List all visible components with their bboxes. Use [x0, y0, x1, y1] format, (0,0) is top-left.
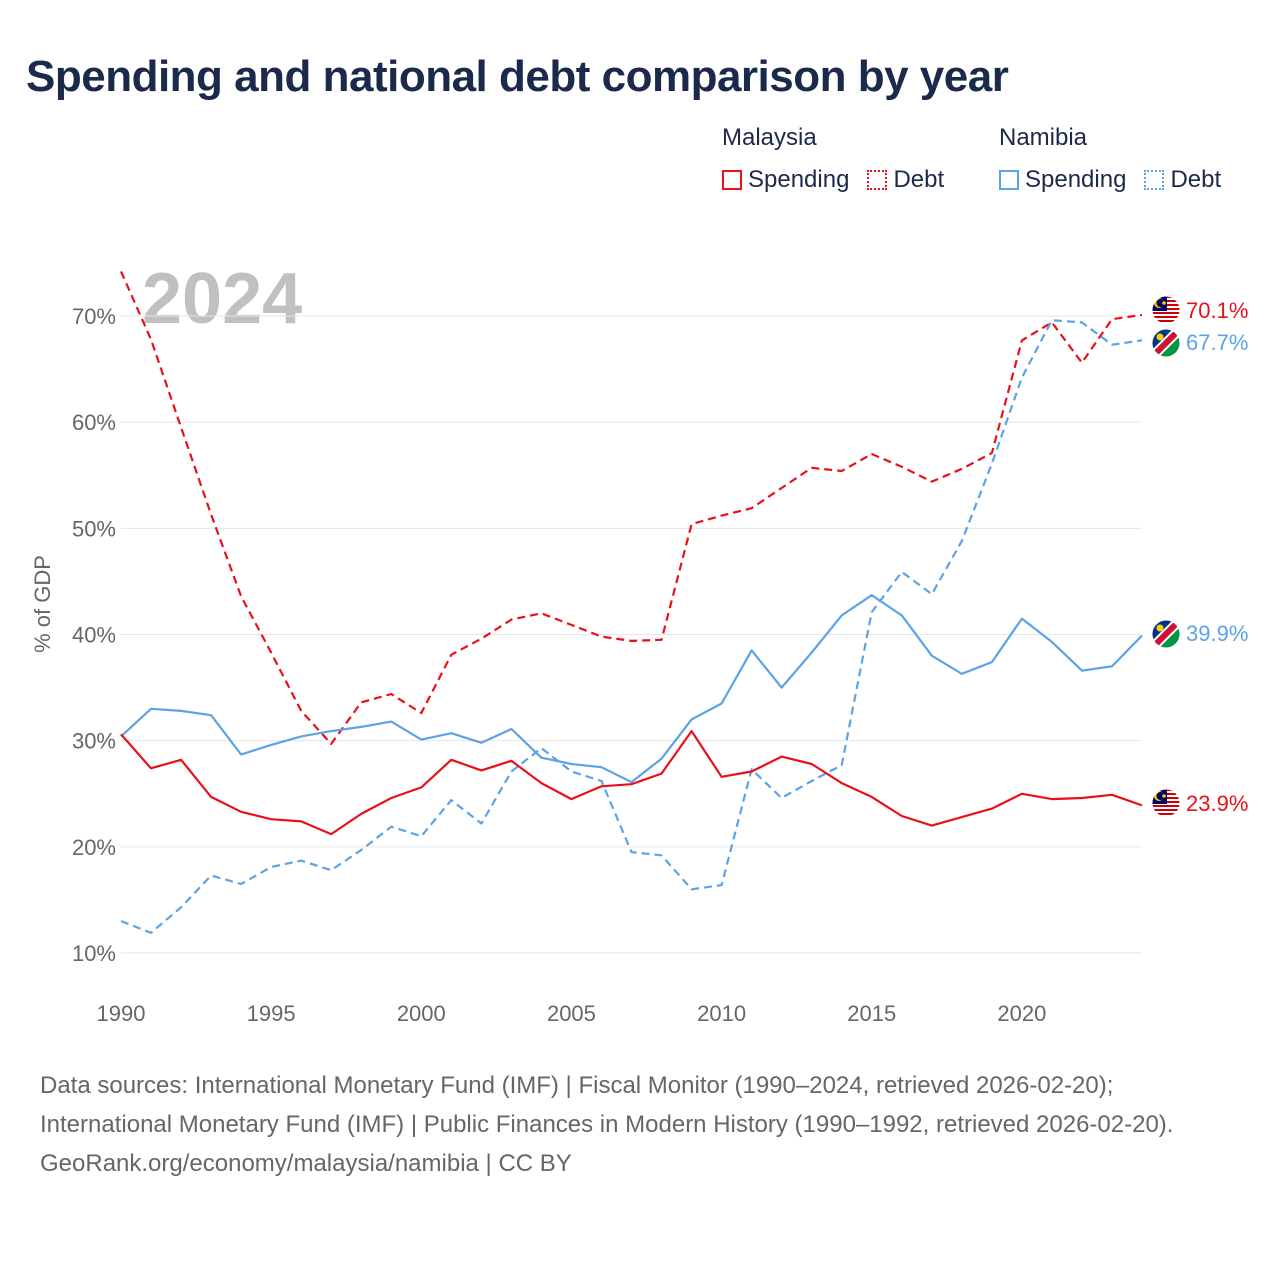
page-title: Spending and national debt comparison by…: [26, 52, 1009, 101]
legend-label: Spending: [748, 166, 850, 193]
x-tick-label: 2000: [397, 1001, 446, 1026]
x-tick-label: 2020: [997, 1001, 1046, 1026]
end-value-label: 23.9%: [1186, 791, 1248, 816]
y-tick-label: 70%: [72, 304, 116, 329]
legend-item-malaysia-spending[interactable]: Spending: [722, 166, 849, 194]
legend-item-namibia-debt[interactable]: Debt: [1144, 166, 1221, 194]
legend-group-namibia: Namibia Spending Debt: [999, 124, 1239, 194]
legend-label: Spending: [1025, 166, 1127, 193]
y-tick-label: 20%: [72, 835, 116, 860]
credit-link[interactable]: GeoRank.org/economy/malaysia/namibia | C…: [40, 1150, 572, 1177]
legend-country-namibia: Namibia: [999, 124, 1088, 151]
series-line-malaysia-debt[interactable]: [119, 270, 1143, 746]
line-chart: 2024 % of GDP 10% 20% 30% 40% 50% 60% 70% 1990 1…: [30, 259, 1248, 1026]
legend-country-malaysia: Malaysia: [722, 124, 817, 151]
solid-line-swatch-icon: [722, 170, 742, 190]
data-sources: Data sources: International Monetary Fun…: [40, 1072, 1174, 1138]
y-tick-label: 60%: [72, 410, 116, 435]
dashed-line-swatch-icon: [867, 170, 888, 190]
legend-label: Debt: [1170, 166, 1222, 193]
legend-label: Debt: [893, 166, 945, 193]
namibia-flag-icon: [1152, 620, 1180, 648]
footer: Data sources: International Monetary Fun…: [40, 1066, 1240, 1183]
legend-group-malaysia: Malaysia Spending Debt: [722, 124, 962, 194]
series-line-namibia-spending[interactable]: [120, 594, 1143, 784]
dashed-line-swatch-icon: [1144, 170, 1165, 190]
y-tick-label: 30%: [72, 729, 116, 754]
series-line-namibia-debt[interactable]: [120, 319, 1143, 934]
legend-item-namibia-spending[interactable]: Spending: [999, 166, 1126, 194]
x-tick-label: 2015: [847, 1001, 896, 1026]
namibia-flag-icon: [1152, 329, 1180, 357]
malaysia-flag-icon: [1152, 789, 1180, 817]
malaysia-flag-icon: [1152, 296, 1180, 324]
y-axis-label: % of GDP: [30, 555, 55, 653]
end-value-label: 39.9%: [1186, 621, 1248, 646]
chart-year-label: 2024: [142, 259, 302, 339]
x-tick-label: 2010: [697, 1001, 746, 1026]
y-tick-label: 10%: [72, 941, 116, 966]
x-tick-label: 1990: [97, 1001, 146, 1026]
end-value-label: 70.1%: [1186, 298, 1248, 323]
end-value-label: 67.7%: [1186, 330, 1248, 355]
x-tick-label: 1995: [247, 1001, 296, 1026]
y-tick-label: 50%: [72, 516, 116, 541]
series-line-malaysia-spending[interactable]: [120, 729, 1143, 836]
solid-line-swatch-icon: [999, 170, 1019, 190]
x-tick-label: 2005: [547, 1001, 596, 1026]
y-tick-label: 40%: [72, 623, 116, 648]
legend-item-malaysia-debt[interactable]: Debt: [867, 166, 944, 194]
